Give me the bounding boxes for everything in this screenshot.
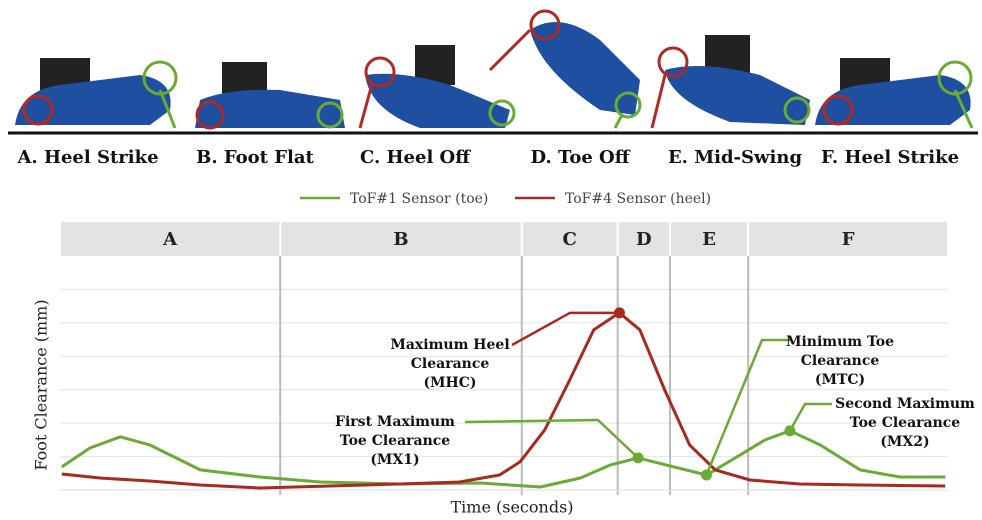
annotation-leader <box>465 420 638 458</box>
annotation-text: (MX2) <box>880 434 929 450</box>
annotation-text: Minimum Toe <box>786 334 894 350</box>
annotation-text: Second Maximum <box>835 396 975 412</box>
annotation-text: Maximum Heel <box>390 337 509 353</box>
annotation-text: Toe Clearance <box>850 415 961 431</box>
figure: A. Heel Strike B. Foot Flat C. Heel Off D. … <box>0 0 982 520</box>
stage-label: E. Mid-Swing <box>668 147 802 168</box>
annotation-leader <box>706 340 792 475</box>
stage-label: D. Toe Off <box>530 147 630 168</box>
phase-label: C <box>563 229 577 250</box>
annotation-text: (MX1) <box>370 452 419 468</box>
stage-label: A. Heel Strike <box>16 147 158 168</box>
annotation-text: (MHC) <box>423 375 476 391</box>
legend-label: ToF#4 Sensor (heel) <box>565 191 711 207</box>
phase-label: B <box>393 229 408 250</box>
phase-label: A <box>162 229 178 250</box>
phase-label: D <box>636 229 652 250</box>
annotation-text: (MTC) <box>815 372 865 388</box>
series-line <box>62 431 946 487</box>
x-axis-label: Time (seconds) <box>450 498 573 517</box>
annotation-point <box>784 425 795 436</box>
shoe-b <box>195 62 345 128</box>
stage-label: F. Heel Strike <box>821 147 959 168</box>
annotation-text: Clearance <box>801 353 880 369</box>
stage-label: B. Foot Flat <box>196 147 314 168</box>
legend-label: ToF#1 Sensor (toe) <box>350 191 488 207</box>
annotation-text: First Maximum <box>335 414 455 430</box>
annotation-point <box>614 307 625 318</box>
annotation-point <box>633 452 644 463</box>
annotation-text: Toe Clearance <box>340 433 451 449</box>
shoe-a <box>15 58 176 128</box>
stage-label: C. Heel Off <box>360 147 471 168</box>
annotation-point <box>701 469 712 480</box>
annotation-text: Clearance <box>411 356 490 372</box>
phase-label: F <box>842 229 855 250</box>
gait-photos <box>8 11 978 133</box>
phase-label: E <box>702 229 716 250</box>
shoe-e <box>652 35 810 128</box>
y-axis-label: Foot Clearance (mm) <box>32 299 51 470</box>
shoe-c <box>360 45 514 128</box>
annotation-leader <box>512 313 619 345</box>
shoe-f <box>815 58 972 128</box>
annotation-leader <box>790 404 832 431</box>
